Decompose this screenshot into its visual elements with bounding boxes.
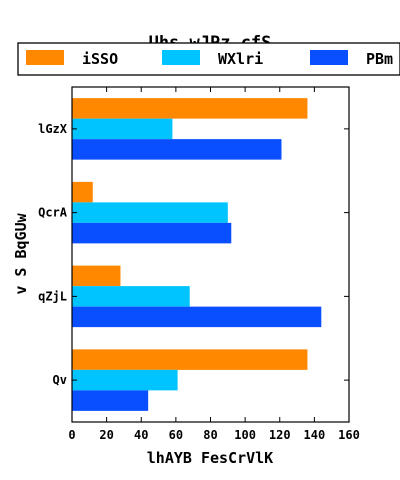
- x-axis-label: lhAYB FesCrVlK: [147, 449, 273, 467]
- bar-iSSO-qZjL: [72, 265, 121, 287]
- x-tick-label: 100: [234, 428, 256, 442]
- legend: iSSO WXlri PBm: [17, 42, 400, 76]
- x-tick-label: 40: [134, 428, 148, 442]
- y-tick-label: QcrA: [38, 206, 68, 220]
- plot-area: Qv qZjL QcrA lGzX 0 20 40 60 80 100 120 140 160: [38, 86, 360, 442]
- x-tick-label: 160: [338, 428, 360, 442]
- bar-WXlri-QcrA: [72, 202, 228, 223]
- bar-PBm-QcrA: [72, 222, 232, 244]
- legend-swatch-iSSO: [26, 50, 64, 65]
- y-tick-label: Qv: [53, 373, 67, 387]
- bar-WXlri-Qv: [72, 369, 178, 391]
- bars-group: [72, 98, 322, 411]
- bar-iSSO-QcrA: [72, 181, 93, 203]
- legend-swatch-PBm: [310, 50, 348, 65]
- x-tick-label: 120: [269, 428, 291, 442]
- ticks-group: Qv qZjL QcrA lGzX 0 20 40 60 80 100 120 140 160: [38, 87, 360, 442]
- legend-swatch-WXlri: [162, 50, 200, 65]
- x-tick-label: 140: [304, 428, 326, 442]
- bar-PBm-Qv: [72, 390, 149, 411]
- legend-label-WXlri: WXlri: [218, 50, 263, 68]
- x-tick-label: 0: [68, 428, 75, 442]
- y-axis-label: v S BqGUw: [12, 212, 30, 294]
- y-tick-label: qZjL: [38, 289, 67, 303]
- x-tick-label: 20: [99, 428, 113, 442]
- y-tick-label: lGzX: [38, 122, 68, 136]
- bar-PBm-qZjL: [72, 306, 322, 328]
- bar-WXlri-qZjL: [72, 286, 190, 307]
- bar-PBm-lGzX: [72, 139, 282, 160]
- x-tick-label: 80: [203, 428, 217, 442]
- x-tick-label: 60: [169, 428, 183, 442]
- bar-iSSO-lGzX: [72, 98, 308, 119]
- legend-label-PBm: PBm: [366, 50, 393, 68]
- legend-label-iSSO: iSSO: [82, 50, 118, 68]
- bar-iSSO-Qv: [72, 349, 308, 370]
- bar-WXlri-lGzX: [72, 118, 173, 140]
